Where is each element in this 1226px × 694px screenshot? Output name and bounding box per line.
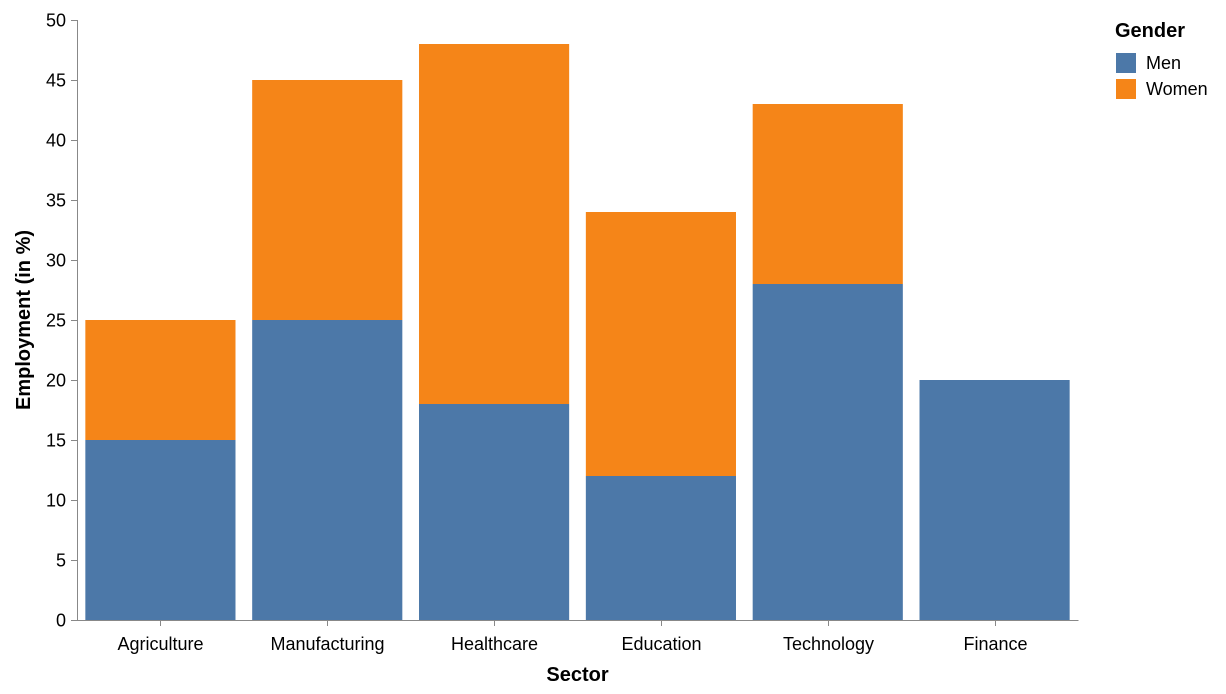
legend-swatch-women [1116, 79, 1136, 99]
bar-healthcare-women [419, 44, 570, 404]
legend-title: Gender [1115, 20, 1185, 42]
y-tick-label: 30 [46, 251, 66, 271]
legend: Gender Men Women [1115, 20, 1208, 99]
bars-layer [85, 44, 1070, 620]
bar-agriculture-men [85, 440, 236, 620]
x-tick-label: Agriculture [117, 634, 203, 654]
y-tick-label: 15 [46, 431, 66, 451]
bar-healthcare-men [419, 404, 570, 620]
x-axis-title: Sector [546, 664, 608, 686]
y-tick-label: 0 [56, 611, 66, 631]
bar-education-men [585, 476, 736, 620]
y-tick-label: 50 [46, 11, 66, 31]
y-tick-label: 40 [46, 131, 66, 151]
y-tick-label: 45 [46, 71, 66, 91]
x-tick-label: Technology [783, 634, 874, 654]
bar-finance-men [919, 380, 1070, 620]
y-tick-label: 20 [46, 371, 66, 391]
y-tick-label: 25 [46, 311, 66, 331]
bar-agriculture-women [85, 320, 236, 440]
bar-technology-women [752, 104, 903, 284]
x-tick-label: Healthcare [451, 634, 538, 654]
y-tick-label: 10 [46, 491, 66, 511]
legend-label-men: Men [1146, 53, 1181, 73]
y-tick-label: 5 [56, 551, 66, 571]
x-axis: Agriculture Manufacturing Healthcare Educat… [77, 620, 1079, 654]
x-tick-label: Finance [963, 634, 1027, 654]
y-tick-label: 35 [46, 191, 66, 211]
y-axis: 0 5 10 15 20 25 30 35 40 45 50 [46, 11, 78, 631]
bar-manufacturing-men [252, 320, 403, 620]
legend-label-women: Women [1146, 79, 1208, 99]
legend-swatch-men [1116, 53, 1136, 73]
bar-technology-men [752, 284, 903, 620]
x-tick-label: Manufacturing [270, 634, 384, 654]
y-axis-title: Employment (in %) [13, 230, 35, 410]
bar-manufacturing-women [252, 80, 403, 320]
x-tick-label: Education [621, 634, 701, 654]
bar-education-women [585, 212, 736, 476]
